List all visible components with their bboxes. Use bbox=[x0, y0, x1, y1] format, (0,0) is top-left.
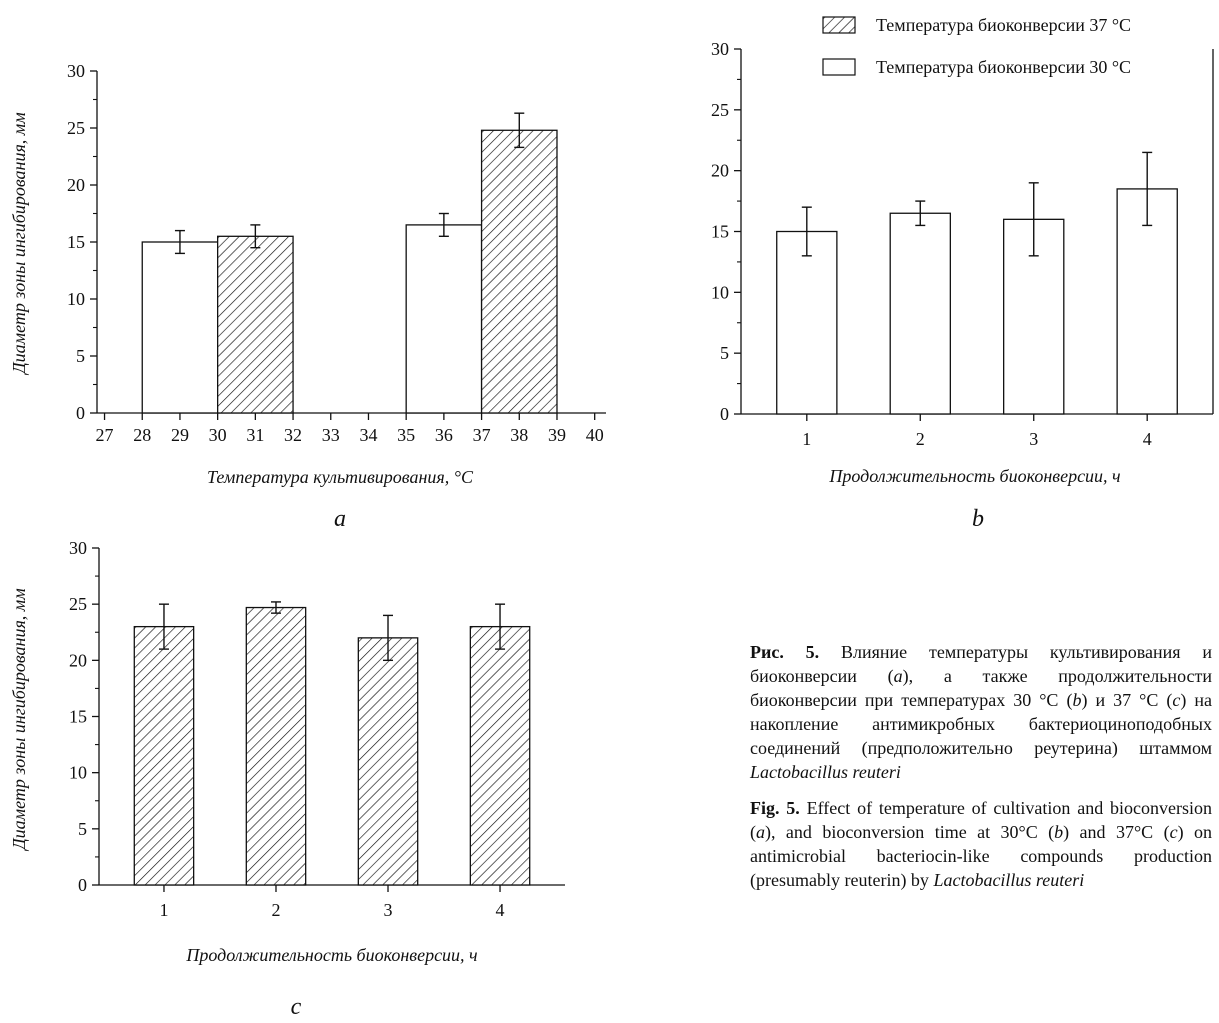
y-tick-label: 5 bbox=[720, 343, 729, 363]
x-tick-label: 4 bbox=[1143, 429, 1152, 449]
y-tick-label: 30 bbox=[711, 39, 729, 59]
x-tick-label: 29 bbox=[171, 425, 189, 445]
bar bbox=[217, 235, 294, 414]
x-tick-label: 28 bbox=[133, 425, 151, 445]
x-tick-label: 1 bbox=[802, 429, 811, 449]
caption-en-text: ), and bioconversion time at 30°C ( bbox=[765, 822, 1055, 842]
y-tick-label: 20 bbox=[67, 175, 85, 195]
bar bbox=[469, 625, 531, 886]
y-tick-label: 30 bbox=[69, 538, 87, 558]
x-tick-label: 37 bbox=[473, 425, 491, 445]
y-tick-label: 0 bbox=[78, 875, 87, 895]
chart-b-panel-label: b bbox=[972, 506, 984, 532]
bar bbox=[405, 224, 483, 414]
caption-ru-text: ) и 37 °C ( bbox=[1081, 690, 1173, 710]
y-tick-label: 15 bbox=[69, 707, 87, 727]
x-tick-label: 3 bbox=[384, 900, 393, 920]
y-tick-label: 20 bbox=[711, 161, 729, 181]
x-tick-label: 1 bbox=[159, 900, 168, 920]
caption-en-text: Effect of temperature of cultivation and… bbox=[750, 798, 1213, 842]
chart-a-xlabel: Температура культивирования, °C bbox=[207, 467, 474, 487]
caption-en-ref-c: c bbox=[1169, 822, 1178, 842]
x-tick-label: 2 bbox=[271, 900, 280, 920]
x-tick-label: 38 bbox=[510, 425, 528, 445]
y-tick-label: 20 bbox=[69, 650, 87, 670]
caption-en-label: Fig. 5. bbox=[750, 798, 800, 818]
caption-en: Fig. 5. Effect of temperature of cultiva… bbox=[750, 796, 1212, 892]
caption-ru-species: Lactobacillus reuteri bbox=[750, 762, 901, 782]
x-tick-label: 36 bbox=[435, 425, 453, 445]
y-tick-label: 25 bbox=[711, 100, 729, 120]
y-tick-label: 30 bbox=[67, 61, 85, 81]
y-tick-label: 25 bbox=[69, 594, 87, 614]
x-tick-label: 2 bbox=[916, 429, 925, 449]
x-tick-label: 4 bbox=[496, 900, 505, 920]
caption-ru-ref-a: a bbox=[893, 666, 903, 686]
bar bbox=[141, 241, 219, 414]
y-tick-label: 15 bbox=[67, 232, 85, 252]
chart-b-legend: Температура биоконверсии 37 °C Температу… bbox=[822, 15, 1131, 77]
x-tick-label: 30 bbox=[209, 425, 227, 445]
chart-a-ylabel: Диаметр зоны ингибирования, мм bbox=[9, 112, 29, 376]
caption-ru-text: ), а также продолжительности биоконверси… bbox=[750, 666, 1212, 710]
x-tick-label: 32 bbox=[284, 425, 302, 445]
caption-en-ref-b: b bbox=[1054, 822, 1064, 842]
caption-ru: Рис. 5. Влияние температуры культивирова… bbox=[750, 640, 1212, 784]
chart-a: Диаметр зоны ингибирования, мм Температу… bbox=[9, 61, 606, 532]
y-tick-label: 10 bbox=[67, 289, 85, 309]
y-tick-label: 5 bbox=[76, 346, 85, 366]
x-tick-label: 31 bbox=[246, 425, 264, 445]
y-tick-label: 5 bbox=[78, 819, 87, 839]
x-tick-label: 39 bbox=[548, 425, 566, 445]
chart-c: Диаметр зоны ингибирования, мм Продолжит… bbox=[9, 538, 565, 1020]
legend-label-30: Температура биоконверсии 30 °C bbox=[876, 57, 1131, 77]
caption-en-text: ) and 37°C ( bbox=[1063, 822, 1170, 842]
legend-swatch-open bbox=[822, 58, 856, 76]
x-tick-label: 40 bbox=[586, 425, 604, 445]
y-tick-label: 10 bbox=[711, 282, 729, 302]
chart-b-xlabel: Продолжительность биоконверсии, ч bbox=[828, 466, 1120, 486]
caption-ru-label: Рис. 5. bbox=[750, 642, 820, 662]
chart-b: Продолжительность биоконверсии, ч b Темп… bbox=[711, 15, 1214, 532]
y-tick-label: 25 bbox=[67, 118, 85, 138]
bar bbox=[480, 129, 558, 414]
chart-c-panel-label: c bbox=[291, 994, 302, 1020]
caption-en-text: ) on antimicrobial bacteriocin-like comp… bbox=[750, 822, 1212, 890]
x-tick-label: 33 bbox=[322, 425, 340, 445]
chart-c-xlabel: Продолжительность биоконверсии, ч bbox=[185, 945, 477, 965]
figure-caption: Рис. 5. Влияние температуры культивирова… bbox=[750, 640, 1212, 904]
bar bbox=[889, 212, 951, 415]
bar bbox=[357, 637, 419, 886]
caption-ru-text: ) на накопление антимикробных бактериоци… bbox=[750, 690, 1212, 758]
caption-en-species: Lactobacillus reuteri bbox=[933, 870, 1085, 890]
x-tick-label: 34 bbox=[359, 425, 377, 445]
legend-swatch-hatched bbox=[822, 16, 856, 34]
y-tick-label: 0 bbox=[720, 404, 729, 424]
caption-ru-ref-c: c bbox=[1172, 690, 1181, 710]
x-tick-label: 35 bbox=[397, 425, 415, 445]
chart-a-panel-label: a bbox=[334, 506, 346, 532]
legend-label-37: Температура биоконверсии 37 °C bbox=[876, 15, 1131, 35]
bar bbox=[245, 606, 307, 886]
y-tick-label: 15 bbox=[711, 222, 729, 242]
caption-ru-ref-b: b bbox=[1072, 690, 1082, 710]
chart-c-ylabel: Диаметр зоны ингибирования, мм bbox=[9, 588, 29, 852]
caption-ru-text: Влияние температуры культивирования и би… bbox=[750, 642, 1213, 686]
x-tick-label: 3 bbox=[1029, 429, 1038, 449]
bar bbox=[776, 230, 838, 415]
caption-en-ref-a: a bbox=[756, 822, 765, 842]
y-tick-label: 10 bbox=[69, 763, 87, 783]
x-tick-label: 27 bbox=[96, 425, 114, 445]
bar bbox=[133, 625, 195, 886]
y-tick-label: 0 bbox=[76, 403, 85, 423]
